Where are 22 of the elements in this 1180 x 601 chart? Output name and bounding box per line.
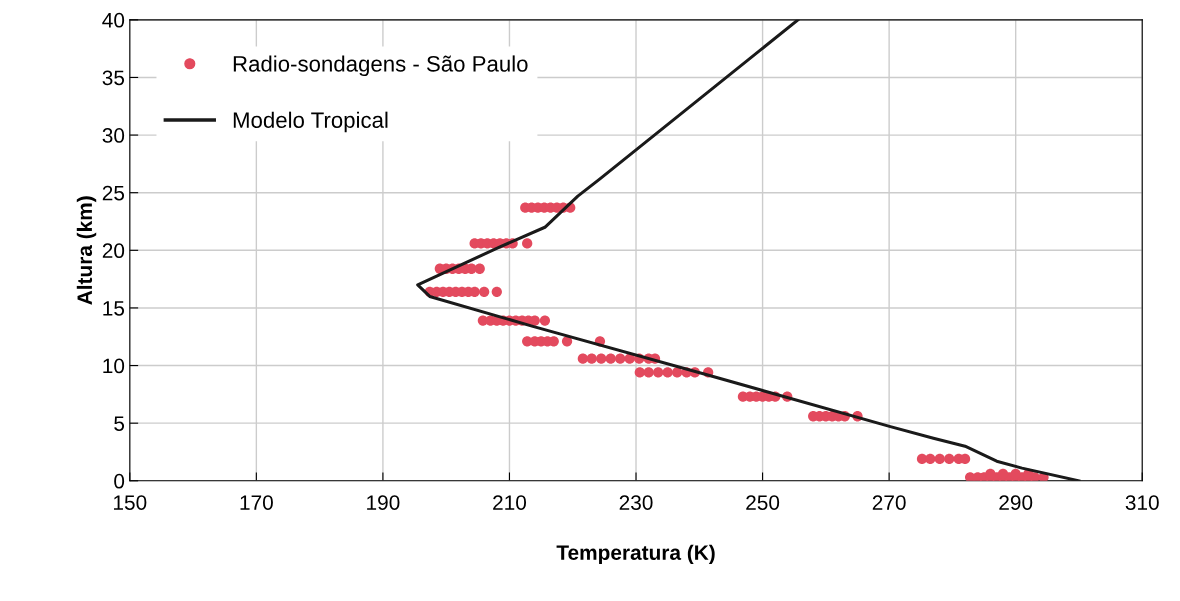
x-tick-label: 170: [240, 495, 273, 510]
x-tick-label: 210: [493, 495, 527, 510]
x-tick-label: 150: [114, 495, 147, 510]
y-tick-label: 35: [102, 70, 125, 86]
x-tick-label: 250: [746, 495, 780, 510]
x-axis-title: Temperatura (K): [556, 544, 715, 565]
y-tick-label: 10: [103, 358, 125, 374]
legend-label: Radio-sondagens - São Paulo: [233, 55, 528, 77]
y-tick-label: 30: [102, 128, 125, 143]
y-tick-label: 25: [102, 185, 125, 201]
y-tick-label: 0: [114, 473, 125, 489]
x-tick-label: 310: [1125, 495, 1159, 510]
y-tick-label: 15: [103, 301, 125, 316]
y-axis-title: Altura (km): [76, 196, 97, 305]
y-tick-label: 5: [114, 416, 125, 431]
x-tick-label: 290: [999, 495, 1033, 510]
x-tick-label: 270: [872, 495, 906, 510]
legend-label: Modelo Tropical: [233, 111, 388, 133]
y-tick-label: 20: [102, 243, 125, 259]
x-tick-label: 230: [619, 495, 653, 510]
y-tick-label: 40: [102, 12, 125, 28]
x-tick-label: 190: [367, 495, 400, 510]
